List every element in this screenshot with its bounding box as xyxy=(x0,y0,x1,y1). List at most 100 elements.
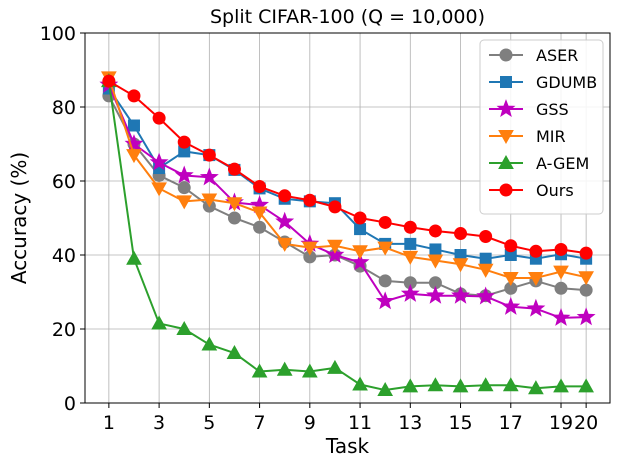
x-tick-label: 20 xyxy=(574,412,598,434)
y-tick-label: 60 xyxy=(52,171,76,193)
data-point-gss xyxy=(350,252,370,271)
x-axis-label: Task xyxy=(325,434,370,458)
x-tick-label: 11 xyxy=(348,412,372,434)
data-point-ours xyxy=(579,246,593,260)
data-point-ours xyxy=(278,189,292,203)
data-point-mir xyxy=(327,239,343,254)
data-point-ours xyxy=(227,162,241,176)
y-tick-label: 100 xyxy=(40,23,76,45)
data-point-aser xyxy=(378,274,392,288)
legend-item-gdumb: GDUMB xyxy=(489,73,597,92)
data-point-gss xyxy=(199,167,219,186)
legend-label-gdumb: GDUMB xyxy=(536,73,597,92)
data-point-gdumb xyxy=(479,252,492,265)
data-point-a-gem xyxy=(226,345,243,360)
y-tick-label: 40 xyxy=(52,245,76,267)
data-point-gss xyxy=(501,296,521,315)
data-point-mir xyxy=(553,265,569,280)
legend-item-aser: ASER xyxy=(489,46,578,65)
data-point-mir xyxy=(477,263,494,278)
data-point-ours xyxy=(454,227,468,241)
legend-item-mir: MIR xyxy=(489,127,566,146)
data-point-mir xyxy=(352,245,368,260)
data-point-ours xyxy=(479,230,493,243)
series-gss xyxy=(99,74,596,326)
data-point-ours xyxy=(403,220,417,234)
data-point-mir xyxy=(276,237,293,252)
legend-marker-mir xyxy=(498,130,514,145)
data-point-mir xyxy=(301,241,318,256)
data-point-ours xyxy=(177,135,191,149)
legend-label-mir: MIR xyxy=(536,127,566,146)
data-point-ours xyxy=(328,200,342,214)
data-point-a-gem xyxy=(452,378,469,393)
legend-label-gss: GSS xyxy=(536,100,569,119)
data-point-gss xyxy=(149,152,169,171)
y-axis-label: Accuracy (%) xyxy=(7,152,31,284)
data-point-ours xyxy=(504,239,518,253)
data-point-aser xyxy=(227,211,241,225)
x-tick-label: 19 xyxy=(549,412,573,434)
data-point-mir xyxy=(176,195,193,210)
series-mir xyxy=(101,71,594,286)
data-point-mir xyxy=(226,197,243,212)
data-point-gss xyxy=(400,283,420,302)
series-ours xyxy=(102,74,593,260)
data-point-a-gem xyxy=(251,363,268,378)
data-point-ours xyxy=(353,211,367,225)
legend-label-aser: ASER xyxy=(536,46,578,65)
y-tick-label: 20 xyxy=(52,319,76,341)
data-point-gdumb xyxy=(404,237,417,250)
data-point-aser xyxy=(554,281,568,295)
legend-label-a-gem: A-GEM xyxy=(536,154,589,173)
data-point-mir xyxy=(528,271,544,286)
data-point-mir xyxy=(402,250,419,265)
x-tick-label: 7 xyxy=(254,412,266,434)
data-point-mir xyxy=(126,149,142,164)
chart-title: Split CIFAR-100 (Q = 10,000) xyxy=(210,6,485,28)
legend-item-gss: GSS xyxy=(489,99,569,119)
data-point-ours xyxy=(378,215,392,229)
legend-marker-aser xyxy=(499,48,513,62)
legend-marker-ours xyxy=(499,183,513,197)
data-point-mir xyxy=(377,241,394,256)
data-point-gss xyxy=(451,285,470,304)
x-tick-label: 13 xyxy=(398,412,422,434)
data-point-aser xyxy=(253,220,267,234)
y-tick-label: 0 xyxy=(64,393,76,415)
data-point-mir xyxy=(578,271,594,286)
data-point-a-gem xyxy=(126,250,142,265)
data-point-a-gem xyxy=(352,376,368,391)
plot-frame xyxy=(84,32,611,404)
data-point-mir xyxy=(452,258,469,273)
data-point-a-gem xyxy=(502,377,519,392)
x-tick-label: 9 xyxy=(304,412,316,434)
data-point-gss xyxy=(174,165,194,184)
x-tick-label: 17 xyxy=(499,412,523,434)
data-point-mir xyxy=(151,182,167,197)
data-point-a-gem xyxy=(377,382,394,397)
legend-label-ours: Ours xyxy=(536,181,574,200)
data-point-aser xyxy=(579,283,593,297)
legend-marker-a-gem xyxy=(498,154,514,169)
data-point-a-gem xyxy=(201,336,218,351)
data-point-a-gem xyxy=(553,378,569,393)
legend-marker-gss xyxy=(496,99,516,118)
data-point-gdumb xyxy=(127,119,140,132)
data-point-gss xyxy=(476,286,496,305)
x-tick-label: 5 xyxy=(203,412,215,434)
data-point-a-gem xyxy=(327,359,343,374)
data-point-ours xyxy=(428,224,442,238)
x-tick-label: 1 xyxy=(103,412,115,434)
data-point-mir xyxy=(201,193,218,208)
data-point-ours xyxy=(529,244,543,258)
legend-item-a-gem: A-GEM xyxy=(489,154,589,173)
data-point-a-gem xyxy=(276,361,293,376)
x-tick-label: 15 xyxy=(448,412,472,434)
data-point-ours xyxy=(202,148,216,162)
data-point-gss xyxy=(375,291,395,310)
series-layer xyxy=(99,71,596,397)
legend-marker-gdumb xyxy=(500,76,512,88)
data-point-aser xyxy=(177,181,191,195)
